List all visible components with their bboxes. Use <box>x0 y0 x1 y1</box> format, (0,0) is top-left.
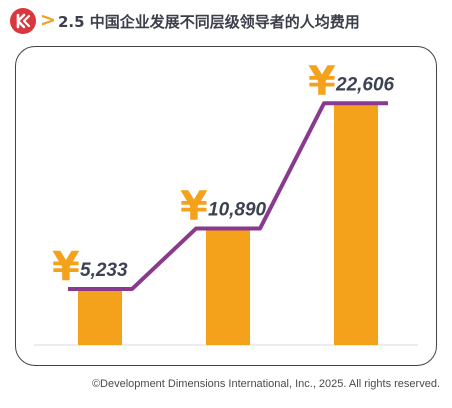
bar-3 <box>334 103 378 345</box>
bar-1 <box>78 289 122 345</box>
currency-symbol-2: ¥ <box>180 184 208 230</box>
bar-chart: ¥5,233¥ 10,890¥ 22,606 <box>34 58 418 346</box>
data-label-3: 22,606 <box>335 74 395 95</box>
chevron-right-icon: > <box>40 9 56 31</box>
data-label-1: 5,233 <box>80 260 128 281</box>
trend-line <box>68 101 388 292</box>
currency-symbol-3: ¥ <box>308 58 336 104</box>
ddi-logo-icon <box>10 8 36 34</box>
data-label-2: 10,890 <box>208 200 267 221</box>
chart-card: ¥5,233 ¥10,890 ¥22,606 <box>15 46 437 366</box>
bar-2 <box>206 228 250 345</box>
currency-symbol-1: ¥ <box>52 244 80 290</box>
header: > 2.5 中国企业发展不同层级领导者的人均费用 <box>10 8 450 36</box>
page-title: 2.5 中国企业发展不同层级领导者的人均费用 <box>58 13 360 31</box>
copyright-footer: ©Development Dimensions International, I… <box>91 378 440 390</box>
